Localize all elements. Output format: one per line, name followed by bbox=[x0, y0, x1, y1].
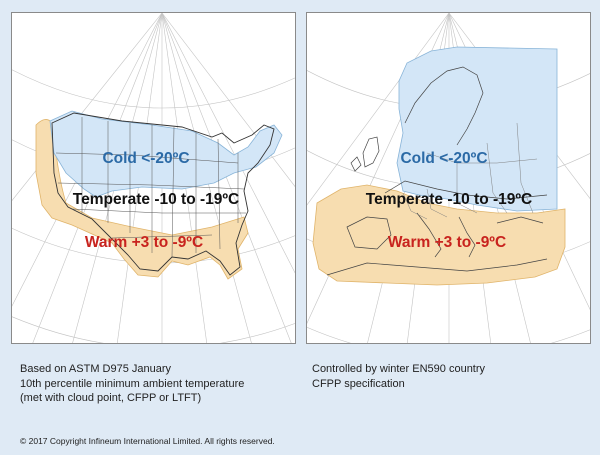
europe-warm-zone bbox=[312, 184, 566, 286]
europe-warm-label: Warm +3 to -9ºC bbox=[387, 234, 507, 251]
us-map-panel: Cold <-20ºC Temperate -10 to -19ºC Warm … bbox=[11, 12, 296, 344]
us-outline bbox=[51, 112, 275, 276]
us-caption-line: Based on ASTM D975 January bbox=[20, 363, 172, 375]
us-caption-line: (met with cloud point, CFPP or LTFT) bbox=[20, 392, 202, 404]
europe-cold-label: Cold <-20ºC bbox=[400, 150, 488, 167]
europe-caption-line: Controlled by winter EN590 country bbox=[312, 363, 486, 375]
us-caption: Based on ASTM D975 January 10th percenti… bbox=[20, 362, 244, 406]
europe-cold-zone bbox=[396, 46, 558, 212]
us-map-graphic bbox=[12, 13, 295, 343]
copyright-notice: © 2017 Copyright Infineum International … bbox=[20, 436, 275, 446]
europe-caption-line: CFPP specification bbox=[312, 377, 405, 390]
us-cold-label: Cold <-20ºC bbox=[102, 150, 190, 167]
europe-coastlines bbox=[326, 66, 548, 276]
us-caption-line: 10th percentile minimum ambient temperat… bbox=[20, 377, 245, 390]
europe-borders bbox=[402, 122, 538, 220]
europe-temperate-label: Temperate -10 to -19ºC bbox=[365, 191, 533, 208]
us-temperate-label: Temperate -10 to -19ºC bbox=[72, 191, 240, 208]
europe-caption: Controlled by winter EN590 country CFPP … bbox=[312, 362, 485, 391]
us-warm-label: Warm +3 to -9ºC bbox=[84, 234, 204, 251]
us-warm-zone bbox=[35, 119, 249, 280]
us-state-lines bbox=[55, 117, 246, 258]
europe-map-graphic bbox=[307, 13, 590, 343]
europe-map-panel: Cold <-20ºC Temperate -10 to -19ºC Warm … bbox=[306, 12, 591, 344]
